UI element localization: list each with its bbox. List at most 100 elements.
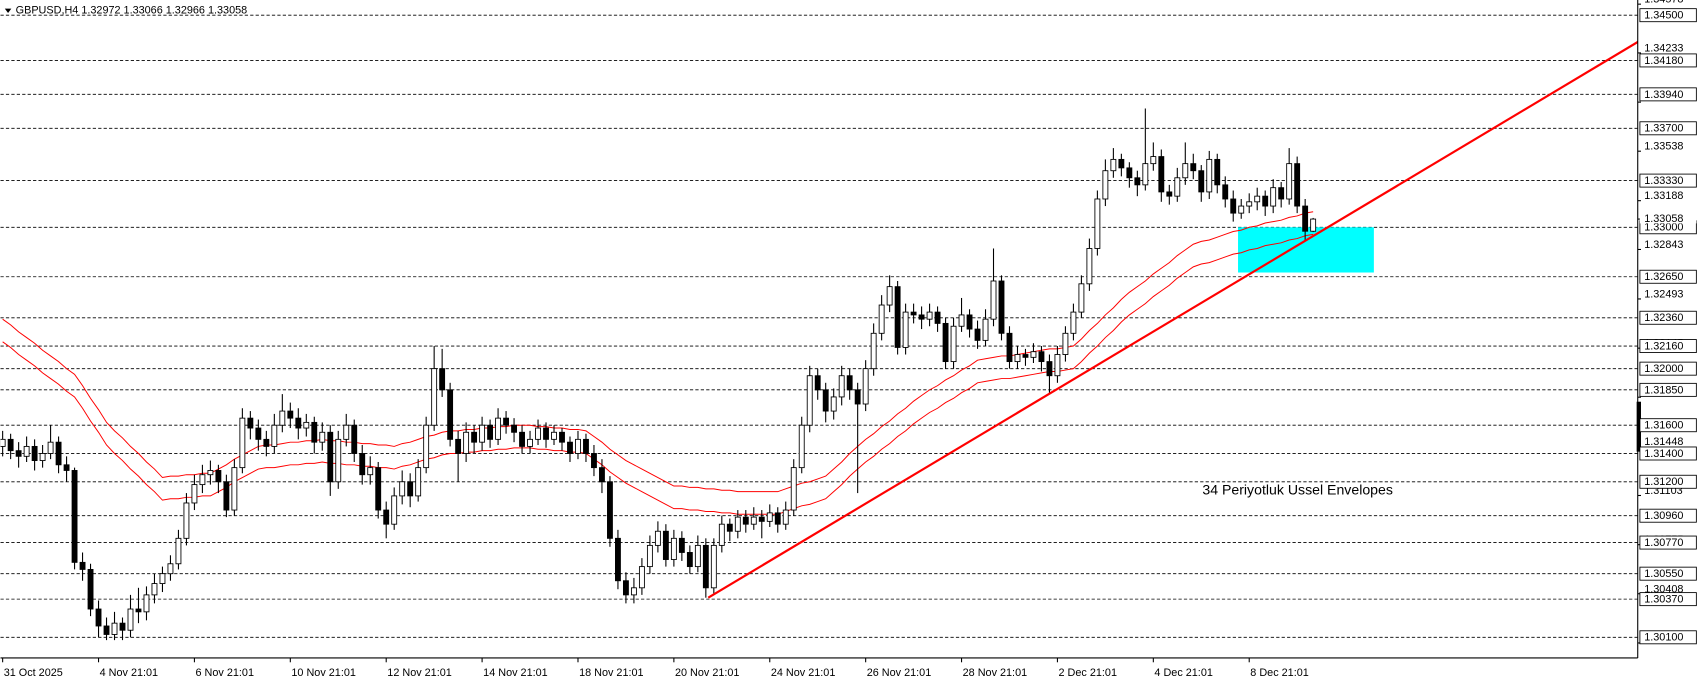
x-tick-label: 28 Nov 21:01 — [963, 667, 1028, 679]
candle-body — [31, 445, 38, 461]
x-tick-label: 18 Nov 21:01 — [579, 667, 644, 679]
candle-body — [391, 495, 398, 525]
candle-body — [670, 537, 677, 560]
x-tick-label: 6 Nov 21:01 — [196, 667, 254, 679]
menu-arrow[interactable] — [4, 8, 12, 14]
candle-body — [742, 516, 749, 525]
candle-body — [447, 389, 454, 440]
candle-body — [471, 431, 478, 443]
candle-body — [287, 410, 294, 419]
candle-body — [710, 544, 717, 589]
candle-body — [1262, 195, 1269, 207]
candle-body — [1294, 163, 1301, 207]
y-tick-label: 1.33188 — [1644, 190, 1683, 202]
level-label: 1.30960 — [1644, 510, 1683, 522]
candle-body — [622, 580, 629, 596]
plot-back — [0, 14, 1638, 638]
candle-body — [607, 481, 613, 539]
bid-label: 1.33058 — [1644, 213, 1683, 225]
y-tick-label: 1.33538 — [1644, 141, 1683, 153]
bid-label-box — [1639, 213, 1697, 224]
x-tick-label: 14 Nov 21:01 — [483, 667, 548, 679]
candle-body — [1118, 158, 1125, 169]
candle-body — [175, 537, 182, 565]
candle-body — [431, 368, 438, 426]
level-label: 1.30770 — [1644, 537, 1683, 549]
candle-body — [583, 438, 589, 454]
candle-body — [223, 481, 230, 511]
level-label-box — [1639, 269, 1697, 284]
candle-body — [559, 431, 565, 443]
x-tick-label: 2 Dec 21:01 — [1059, 667, 1117, 679]
candle-body — [343, 424, 350, 440]
candle-body — [822, 389, 829, 412]
level-label-box — [1639, 474, 1697, 489]
candle-body — [63, 464, 70, 471]
plot-front: 34 Periyotluk Ussel Envelopes — [0, 40, 1638, 641]
level-label: 1.33000 — [1644, 222, 1683, 234]
candle-body — [407, 481, 414, 497]
annotation: 34 Periyotluk Ussel Envelopes — [1202, 481, 1393, 497]
zone-rectangle — [1238, 227, 1374, 273]
x-tick-label: 4 Dec 21:01 — [1154, 667, 1212, 679]
candle-body — [686, 552, 693, 568]
envelope-upper — [2, 211, 1314, 493]
level-label-box — [1639, 361, 1697, 376]
candle-body — [1006, 332, 1013, 363]
candle-body — [1094, 198, 1101, 249]
candle-body — [615, 537, 621, 582]
level-label: 1.34500 — [1644, 10, 1683, 22]
candle-body — [678, 537, 685, 553]
candle-body — [503, 417, 509, 426]
candle-body — [1190, 163, 1197, 172]
candle-body — [694, 544, 701, 568]
candle-body — [918, 314, 925, 320]
candle-body — [271, 424, 278, 447]
candle-body — [351, 424, 358, 454]
candle-body — [782, 509, 789, 525]
candle-body — [1062, 332, 1069, 355]
candle-body — [79, 561, 86, 570]
level-label: 1.32650 — [1644, 271, 1683, 283]
y-tick-label: 1.34233 — [1644, 42, 1683, 54]
candle-body — [135, 608, 142, 613]
level-label: 1.31200 — [1644, 476, 1683, 488]
candle-body — [463, 431, 470, 454]
level-label: 1.32000 — [1644, 363, 1683, 375]
candle-body — [47, 441, 54, 454]
candle-body — [159, 573, 166, 585]
candle-body — [527, 438, 533, 447]
candle-body — [750, 516, 757, 525]
candle-body — [199, 474, 206, 486]
level-label: 1.30100 — [1644, 632, 1683, 644]
candle-body — [1158, 156, 1165, 193]
candle-body — [854, 389, 861, 405]
candle-body — [1310, 218, 1317, 232]
candle-body — [103, 625, 110, 635]
level-label-box — [1639, 446, 1697, 461]
level-label-box — [1639, 87, 1697, 102]
candle-body — [311, 421, 318, 443]
candle-body — [1126, 167, 1133, 179]
candle-body — [495, 417, 502, 440]
candle-body — [551, 431, 557, 440]
candle-body — [255, 427, 262, 440]
candle-body — [207, 470, 214, 476]
level-label: 1.32160 — [1644, 340, 1683, 352]
candle-body — [726, 523, 733, 532]
candle-body — [295, 417, 302, 429]
candle-body — [814, 375, 821, 391]
candle-body — [591, 453, 597, 469]
candle-body — [303, 421, 310, 429]
level-label: 1.31850 — [1644, 384, 1683, 396]
level-label: 1.31600 — [1644, 420, 1683, 432]
candle-body — [886, 286, 893, 306]
y-tick-label: 1.30408 — [1644, 583, 1683, 595]
candle-body — [1110, 158, 1117, 172]
candle-body — [7, 438, 14, 452]
candle-body — [806, 375, 813, 426]
level-label: 1.33940 — [1644, 89, 1683, 101]
candle-body — [950, 325, 957, 363]
candle-body — [95, 608, 102, 627]
